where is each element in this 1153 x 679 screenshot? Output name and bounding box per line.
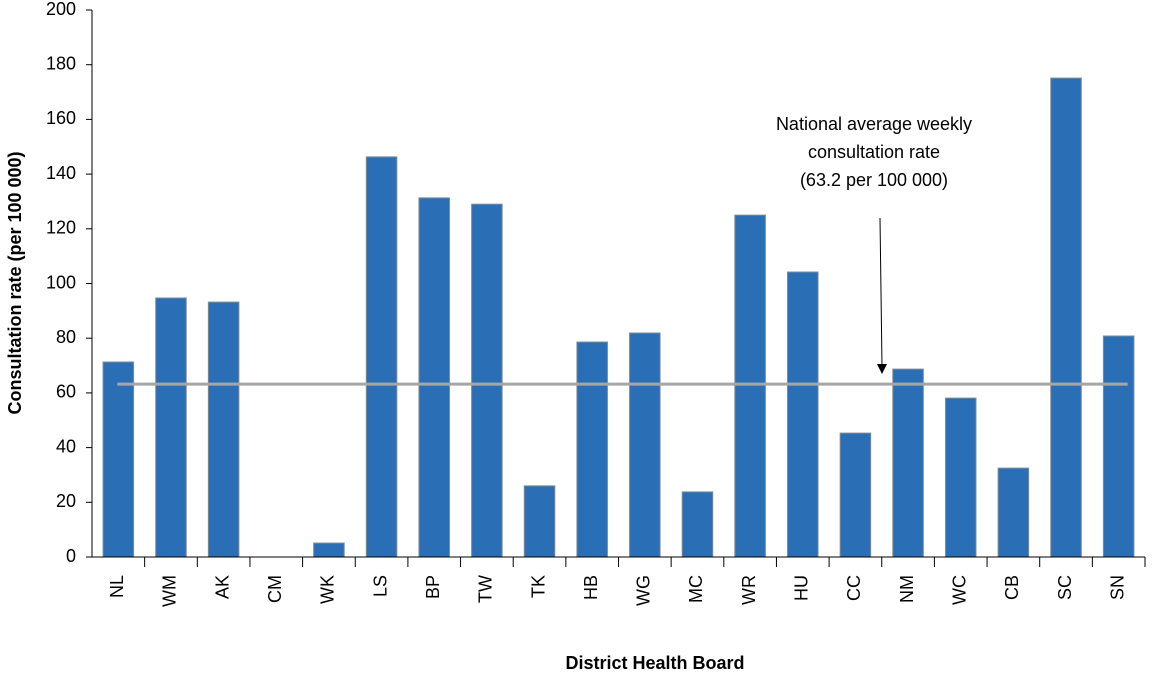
annotation-arrowhead bbox=[877, 364, 887, 374]
bar bbox=[944, 397, 977, 558]
bar bbox=[313, 542, 345, 558]
bar bbox=[839, 432, 872, 558]
bar bbox=[997, 467, 1030, 558]
x-tick-label: WM bbox=[160, 575, 180, 607]
bar bbox=[155, 297, 187, 558]
bar bbox=[365, 156, 398, 558]
y-tick-label: 160 bbox=[46, 108, 76, 128]
x-tick-label: HU bbox=[792, 575, 812, 601]
bar bbox=[471, 203, 503, 558]
x-axis-label: District Health Board bbox=[565, 653, 744, 673]
x-tick-label: WG bbox=[634, 575, 654, 606]
x-tick-label: CC bbox=[844, 575, 864, 601]
y-tick-label: 200 bbox=[46, 0, 76, 19]
y-tick-label: 120 bbox=[46, 218, 76, 238]
bar bbox=[523, 485, 556, 558]
bar bbox=[576, 341, 608, 558]
x-tick-label: HB bbox=[581, 575, 601, 600]
x-tick-label: WR bbox=[739, 575, 759, 605]
bar bbox=[1102, 335, 1135, 558]
x-tick-label: TK bbox=[528, 575, 548, 598]
y-tick-label: 60 bbox=[56, 382, 76, 402]
bar bbox=[892, 368, 924, 558]
y-tick-label: 20 bbox=[56, 491, 76, 511]
bar bbox=[629, 332, 661, 558]
x-tick-label: MC bbox=[686, 575, 706, 603]
annotation-arrow bbox=[879, 217, 883, 367]
y-axis-label: Consultation rate (per 100 000) bbox=[5, 151, 25, 414]
y-tick-label: 0 bbox=[66, 546, 76, 566]
annotation: National average weekly bbox=[776, 114, 972, 134]
x-tick-label: WK bbox=[318, 575, 338, 604]
bar bbox=[734, 214, 766, 558]
y-tick-label: 180 bbox=[46, 53, 76, 73]
x-tick-label: NM bbox=[897, 575, 917, 603]
bar bbox=[1050, 77, 1082, 558]
x-tick-label: CM bbox=[265, 575, 285, 603]
bar bbox=[207, 301, 240, 558]
bar bbox=[681, 491, 714, 558]
y-tick-label: 40 bbox=[56, 436, 76, 456]
x-tick-label: BP bbox=[423, 575, 443, 599]
x-tick-label: LS bbox=[370, 575, 390, 597]
bar bbox=[102, 361, 135, 558]
annotation: (63.2 per 100 000) bbox=[800, 170, 948, 190]
x-tick-label: TW bbox=[476, 575, 496, 603]
x-tick-label: SC bbox=[1055, 575, 1075, 600]
x-tick-label: NL bbox=[107, 575, 127, 598]
x-tick-label: CB bbox=[1002, 575, 1022, 600]
x-tick-label: SN bbox=[1107, 575, 1127, 600]
x-tick-label: AK bbox=[212, 575, 232, 599]
annotation: consultation rate bbox=[808, 142, 940, 162]
x-tick-label: WC bbox=[949, 575, 969, 605]
bar bbox=[418, 197, 450, 558]
y-tick-label: 100 bbox=[46, 272, 76, 292]
y-tick-label: 80 bbox=[56, 327, 76, 347]
bar bbox=[787, 271, 819, 558]
y-tick-label: 140 bbox=[46, 163, 76, 183]
